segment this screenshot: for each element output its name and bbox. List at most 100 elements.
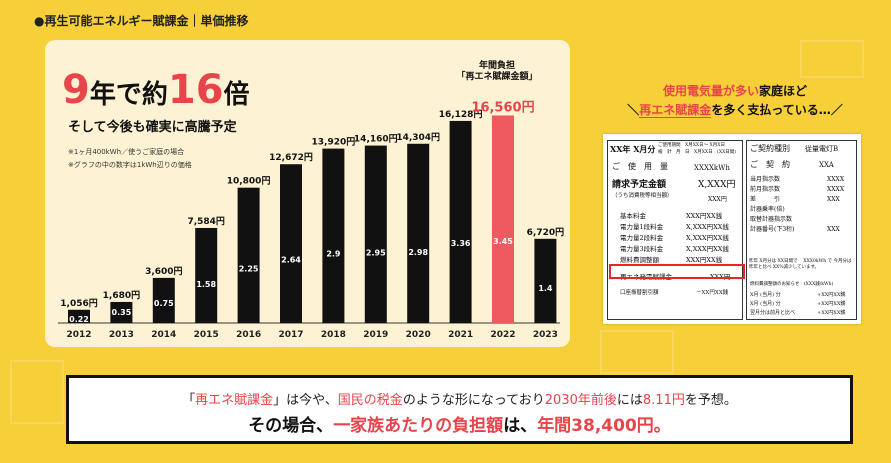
- bar-value-label: 1,680円: [103, 290, 140, 301]
- bill-contract-type-value: 従量電灯B: [805, 145, 839, 153]
- bar-2014: [152, 277, 175, 323]
- notice-keyword: 8.11円: [642, 393, 685, 408]
- chart-note: ※1ヶ月400kWh／使うご家庭の場合: [68, 148, 185, 156]
- x-tick-label: 2012: [66, 330, 91, 340]
- headline-years: 9: [62, 67, 90, 113]
- bill-meter-label: 計器番号(下3桁): [750, 226, 795, 233]
- decor-frame: [800, 40, 864, 78]
- bar-value-label: 7,584円: [187, 216, 224, 227]
- headline-multiplier: 16: [167, 67, 224, 113]
- bar-unit-price-label: 1.58: [196, 280, 216, 289]
- bar-value-label: 14,304円: [396, 132, 440, 143]
- bar-2019: [364, 145, 387, 323]
- bar-2021: [449, 120, 472, 323]
- bill-item-value: X,XXX円XX銭: [686, 223, 729, 231]
- page-title: ●再生可能エネルギー賦課金｜単価推移: [34, 14, 249, 28]
- bill-tax-label: （うち消費税等相当額）: [612, 193, 673, 199]
- bill-contract-value: XXA: [819, 161, 834, 169]
- bar-2013: [110, 301, 133, 323]
- bill-item-label: 燃料費調整額: [620, 256, 659, 264]
- bill-usage-value: XXXXkWh: [694, 164, 730, 172]
- bill-item-label: 電力量2段料金: [620, 234, 664, 242]
- chart-card: [45, 40, 570, 347]
- bill-item-value: X,XXX円XX銭: [686, 234, 729, 242]
- bar-value-label: 3,600円: [145, 266, 182, 277]
- bill-tax-value: XXX円: [708, 196, 727, 203]
- headline-text-end: 倍: [223, 80, 250, 110]
- bill-right-panel: ご契約種別 従量電灯B ご 契 約 XXA 当月指示数 XXXX 前月指示数 XXXX…: [746, 140, 857, 320]
- x-tick-label: 2021: [448, 330, 473, 340]
- x-tick-label: 2018: [321, 330, 346, 340]
- bill-history-value: +XX円XX銭: [817, 301, 846, 307]
- bar-value-label: 12,672円: [269, 152, 313, 163]
- bill-meter-label: 計器乗率(倍): [750, 206, 785, 213]
- x-tick-label: 2014: [151, 330, 176, 340]
- bill-period: 検 針 月 日 X月XX日 (XX日間): [658, 150, 737, 155]
- bar-2012: [68, 309, 90, 323]
- bar-2023: [534, 238, 557, 323]
- bill-meter-label: 差 引: [750, 196, 781, 203]
- annual-burden-label: 年間負担 「再エネ賦課金額」: [452, 61, 542, 83]
- notice-line-1: 「再エネ賦課金」は今や、国民の税金のような形になっており2030年前後には8.1…: [69, 389, 850, 408]
- decor-frame: [600, 330, 674, 374]
- bar-unit-price-label: 2.64: [281, 256, 301, 265]
- bill-caption-text: 家庭ほど: [759, 84, 808, 98]
- electricity-bill: XX年 X月分 ご使用期間 X月XX日～ X月X日 検 針 月 日 X月XX日 …: [603, 134, 861, 324]
- notice-keyword: 2030年前後: [544, 393, 617, 408]
- bar-unit-price-label: 1.4: [538, 284, 553, 293]
- renewable-highlight-box: [609, 264, 745, 279]
- bar-value-label: 1,056円: [60, 298, 97, 309]
- bill-contract-type-label: ご契約種別: [750, 144, 790, 153]
- bill-meter-value: XXXX: [827, 176, 845, 183]
- bar-unit-price-label: 0.75: [154, 299, 174, 308]
- bar-unit-price-label: 3.45: [493, 237, 513, 246]
- bar-unit-price-label: 2.98: [408, 248, 428, 257]
- x-tick-label: 2020: [406, 330, 431, 340]
- bill-amount-label: 請求予定金額: [612, 180, 667, 190]
- bar-2016: [237, 187, 260, 323]
- bill-meter-label: 取替計器指示数: [750, 216, 793, 223]
- bill-discount-value: －XX円XX銭: [696, 290, 729, 296]
- bar-2022: [492, 115, 514, 323]
- notice-box: 「再エネ賦課金」は今や、国民の税金のような形になっており2030年前後には8.1…: [66, 375, 853, 444]
- bill-history-label: X月 (当月) 分: [750, 292, 781, 298]
- notice-line-2: その場合、一家族あたりの負担額は、年間38,400円。: [69, 411, 850, 436]
- bar-unit-price-label: 0.35: [112, 308, 132, 317]
- bill-left-panel: XX年 X月分 ご使用期間 X月XX日～ X月X日 検 針 月 日 X月XX日 …: [607, 140, 743, 320]
- bill-contract-label: ご 契 約: [750, 160, 790, 169]
- bill-meter-value: XXXX: [827, 186, 845, 193]
- bill-caption-keyword: 再エネ賦課金: [639, 102, 712, 118]
- bar-unit-price-label: 2.25: [239, 265, 259, 274]
- bill-item-label: 電力量1段料金: [620, 223, 664, 231]
- decor-frame: [10, 360, 64, 424]
- bill-history-label: 翌月分は前月と比べ: [750, 310, 796, 316]
- bill-item-value: X,XXX円XX銭: [686, 245, 729, 253]
- annual-burden-line1: 年間負担: [478, 61, 515, 71]
- bill-header: XX年 X月分: [610, 144, 656, 154]
- bar-2018: [322, 148, 345, 323]
- bill-discount-label: 口座振替割引額: [620, 290, 659, 296]
- x-tick-label: 2019: [363, 330, 388, 340]
- notice-text: 「: [182, 393, 196, 408]
- x-tick-label: 2017: [278, 330, 303, 340]
- bill-usage-label: ご 使 用 量: [612, 162, 668, 171]
- chart-note: ※グラフの中の数字は1kWh辺りの価格: [68, 161, 192, 169]
- bar-2015: [195, 227, 218, 323]
- bar-2017: [280, 164, 302, 323]
- notice-text: を予想。: [684, 393, 737, 408]
- bar-unit-price-label: 3.36: [451, 239, 471, 248]
- headline-text: 年で約: [89, 80, 168, 110]
- bill-meter-label: 前月指示数: [750, 186, 781, 193]
- bill-history-title: 燃料費調整額のお知らせ (XXX銭/kWh): [750, 282, 834, 287]
- bar-value-label: 16,560円: [471, 101, 534, 116]
- bill-caption-slash: ＼: [627, 102, 640, 117]
- notice-text: のような形になっており: [402, 393, 545, 408]
- bill-item-label: 基本料金: [620, 212, 646, 220]
- bill-caption-text: を多く支払っている…／: [711, 102, 843, 117]
- bill-history-value: +XX円XX銭: [817, 292, 846, 298]
- bill-meter-label: 当月指示数: [750, 176, 781, 183]
- notice-keyword: 年間38,400円。: [537, 416, 671, 436]
- bar-unit-price-label: 0.22: [69, 315, 89, 324]
- x-tick-label: 2023: [533, 330, 558, 340]
